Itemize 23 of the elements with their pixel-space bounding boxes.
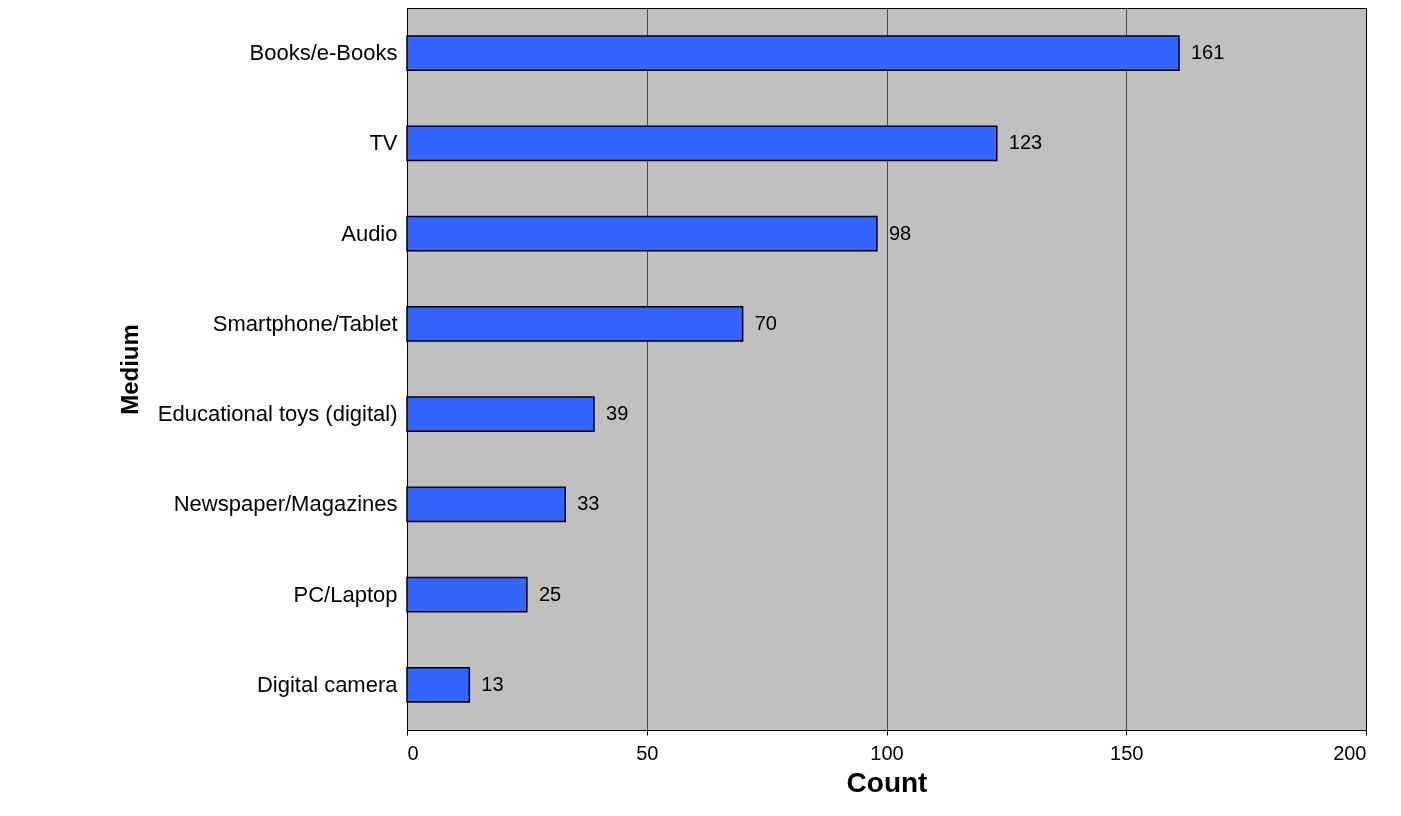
x-axis-title: Count (846, 766, 928, 798)
y-tick-label: Newspaper/Magazines (173, 491, 398, 517)
data-label: 98 (888, 221, 912, 244)
data-label: 70 (754, 311, 777, 334)
y-tick-label: Educational toys (digital) (157, 401, 398, 427)
y-tick-label: Books/e-Books (249, 40, 398, 66)
data-label: 39 (606, 402, 629, 425)
y-tick-label: Digital camera (256, 671, 399, 697)
x-tick-label: 150 (1110, 741, 1144, 764)
data-label: 161 (1190, 41, 1225, 64)
x-tick-label: 50 (636, 741, 659, 764)
x-tick-label: 200 (1333, 741, 1367, 764)
data-label: 25 (538, 582, 562, 605)
y-tick-label: Smartphone/Tablet (212, 310, 398, 336)
x-tick-label: 0 (407, 741, 419, 764)
data-label: 33 (577, 492, 600, 515)
x-tick-label: 100 (870, 741, 904, 764)
data-label: 13 (481, 672, 504, 695)
data-label: 123 (1008, 131, 1043, 154)
y-axis-title: Medium (115, 324, 143, 415)
y-tick-label: TV (369, 130, 398, 156)
y-tick-label: PC/Laptop (293, 581, 398, 607)
y-tick-label: Audio (341, 220, 398, 246)
